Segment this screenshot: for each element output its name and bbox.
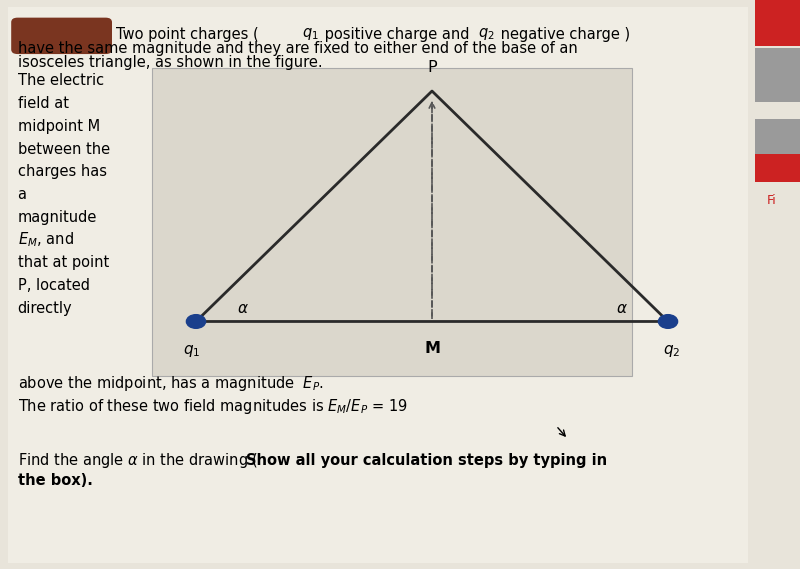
Circle shape [186,315,206,328]
FancyBboxPatch shape [755,0,800,46]
Text: Show all your calculation steps by typing in: Show all your calculation steps by typin… [246,453,607,468]
Text: α: α [617,302,626,316]
Text: $q_1$: $q_1$ [302,26,319,42]
Text: The ratio of these two field magnitudes is $E_M$/$E_P$ = 19: The ratio of these two field magnitudes … [18,397,407,417]
Text: The electric: The electric [18,73,104,88]
Text: P: P [427,60,437,75]
Text: $E_M$, and: $E_M$, and [18,231,74,249]
Text: M: M [424,341,440,356]
FancyBboxPatch shape [8,7,748,563]
Text: between the: between the [18,142,110,156]
Text: have the same magnitude and they are fixed to either end of the base of an: have the same magnitude and they are fix… [18,41,578,56]
FancyBboxPatch shape [755,48,800,102]
Text: $q_2$: $q_2$ [663,343,681,359]
Text: negative charge ): negative charge ) [496,27,630,42]
Text: Two point charges (: Two point charges ( [116,27,258,42]
Circle shape [658,315,678,328]
Text: that at point: that at point [18,255,109,270]
Text: above the midpoint, has a magnitude  $E_P$.: above the midpoint, has a magnitude $E_P… [18,374,323,393]
FancyBboxPatch shape [755,151,800,182]
Text: P, located: P, located [18,278,90,293]
FancyBboxPatch shape [11,18,112,54]
FancyBboxPatch shape [755,119,800,154]
Text: positive charge and: positive charge and [320,27,474,42]
Text: α: α [238,302,247,316]
Text: $q_2$: $q_2$ [478,26,495,42]
Text: directly: directly [18,301,72,316]
Text: the box).: the box). [18,473,93,488]
FancyBboxPatch shape [152,68,632,376]
Text: a: a [18,187,26,202]
Text: magnitude: magnitude [18,210,97,225]
Text: Find the angle $\alpha$ in the drawing (: Find the angle $\alpha$ in the drawing ( [18,451,258,471]
Text: $q_1$: $q_1$ [183,343,201,359]
Text: charges has: charges has [18,164,106,179]
Text: midpoint M: midpoint M [18,119,100,134]
Text: isosceles triangle, as shown in the figure.: isosceles triangle, as shown in the figu… [18,55,322,70]
Text: field at: field at [18,96,69,111]
Text: Fi: Fi [767,194,777,207]
